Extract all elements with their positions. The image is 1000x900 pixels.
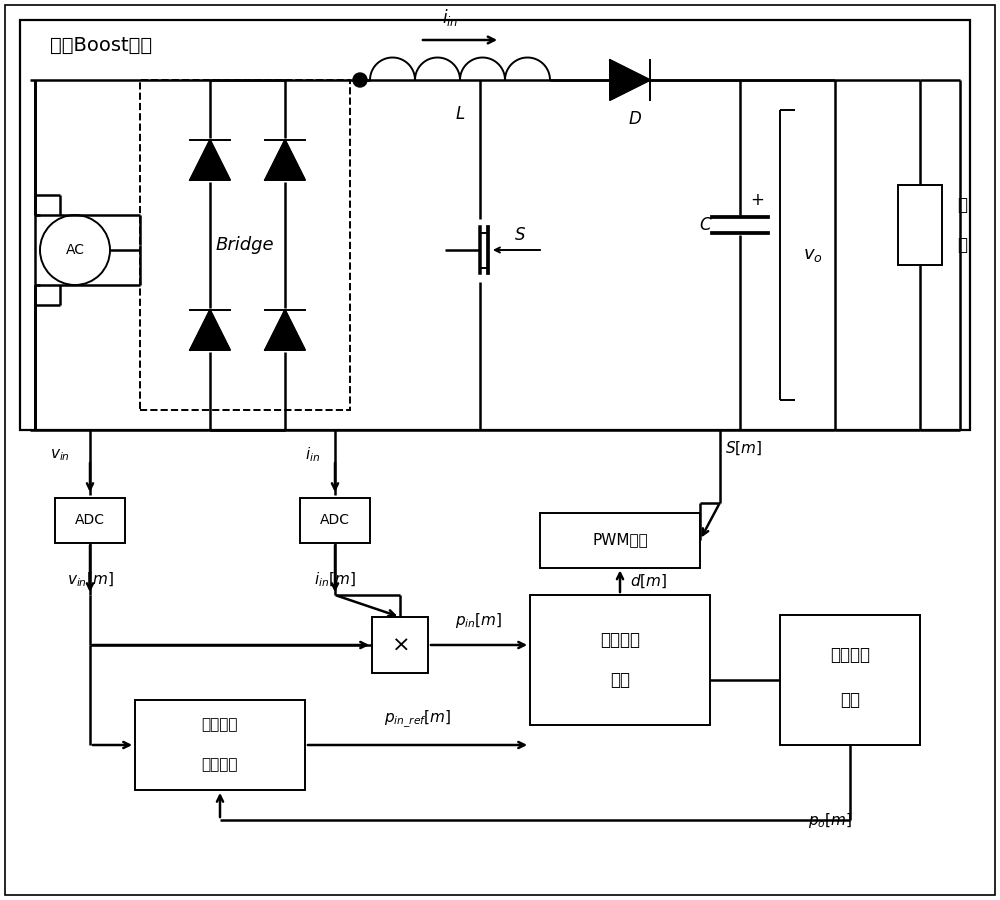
Text: $p_{in}[m]$: $p_{in}[m]$ bbox=[455, 611, 503, 630]
Text: $v_o$: $v_o$ bbox=[803, 246, 823, 264]
Text: $v_{in}[m]$: $v_{in}[m]$ bbox=[67, 571, 113, 590]
Text: PWM调制: PWM调制 bbox=[592, 533, 648, 547]
Text: 单相Boost电路: 单相Boost电路 bbox=[50, 35, 152, 55]
Text: ADC: ADC bbox=[320, 513, 350, 527]
Polygon shape bbox=[190, 140, 230, 180]
Polygon shape bbox=[265, 310, 305, 350]
Text: 参考输入: 参考输入 bbox=[202, 717, 238, 733]
Bar bbox=[300, 498, 370, 543]
Text: +: + bbox=[750, 191, 764, 209]
Bar bbox=[140, 80, 350, 410]
Text: $S[m]$: $S[m]$ bbox=[725, 440, 762, 457]
Text: S: S bbox=[515, 226, 526, 244]
Text: $i_{in}[m]$: $i_{in}[m]$ bbox=[314, 571, 356, 590]
Text: $i_{in}$: $i_{in}$ bbox=[305, 446, 320, 464]
Text: C: C bbox=[699, 216, 711, 234]
Text: $p_{in\_ref}[m]$: $p_{in\_ref}[m]$ bbox=[384, 709, 451, 730]
Text: L: L bbox=[455, 105, 465, 123]
Bar bbox=[540, 512, 700, 568]
Bar bbox=[372, 617, 428, 673]
Bar bbox=[20, 20, 970, 430]
Text: $v_{in}$: $v_{in}$ bbox=[50, 447, 70, 463]
Text: D: D bbox=[629, 110, 641, 128]
Bar bbox=[530, 595, 710, 725]
Polygon shape bbox=[190, 310, 230, 350]
Text: 制律: 制律 bbox=[610, 671, 630, 689]
Polygon shape bbox=[265, 140, 305, 180]
Text: 无模型控: 无模型控 bbox=[600, 631, 640, 649]
Text: ADC: ADC bbox=[75, 513, 105, 527]
Text: AC: AC bbox=[66, 243, 84, 257]
Bar bbox=[55, 498, 125, 543]
Text: $i_{in}$: $i_{in}$ bbox=[442, 7, 458, 28]
Text: $d[m]$: $d[m]$ bbox=[630, 572, 667, 590]
Bar bbox=[898, 185, 942, 265]
Text: 功率生成: 功率生成 bbox=[202, 758, 238, 772]
Text: $p_o[m]$: $p_o[m]$ bbox=[808, 811, 852, 830]
Bar bbox=[780, 615, 920, 745]
Text: 载: 载 bbox=[957, 236, 967, 254]
Bar bbox=[135, 700, 305, 790]
Circle shape bbox=[353, 73, 367, 87]
Text: 曲线: 曲线 bbox=[840, 691, 860, 709]
Text: Bridge: Bridge bbox=[216, 236, 274, 254]
Text: 充电功率: 充电功率 bbox=[830, 646, 870, 664]
Text: $\times$: $\times$ bbox=[391, 635, 409, 655]
Text: 负: 负 bbox=[957, 196, 967, 214]
Polygon shape bbox=[610, 60, 650, 100]
